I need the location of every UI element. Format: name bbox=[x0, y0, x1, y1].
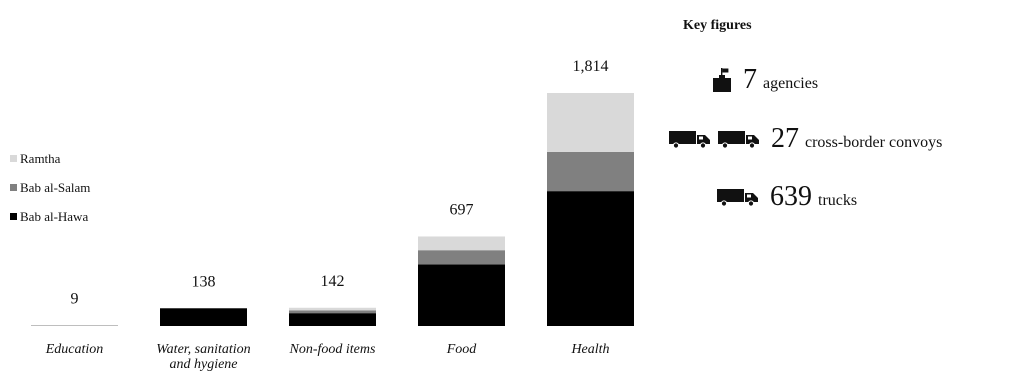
bar-bab-al-hawa-food bbox=[418, 264, 505, 326]
data-label: 138 bbox=[192, 273, 216, 290]
category-label: Food bbox=[446, 342, 478, 357]
truck-icon bbox=[718, 131, 759, 149]
bar-ramtha-health bbox=[547, 93, 634, 152]
bar-bab-al-salam-health bbox=[547, 151, 634, 192]
legend-item-bab-al-hawa: Bab al-Hawa bbox=[10, 202, 90, 231]
legend-label: Bab al-Hawa bbox=[20, 208, 89, 224]
legend-label: Bab al-Salam bbox=[20, 179, 91, 195]
legend-item-ramtha: Ramtha bbox=[10, 144, 90, 173]
key-figure-agencies: 7 agencies bbox=[711, 66, 818, 94]
data-label: 697 bbox=[450, 201, 474, 218]
legend-swatch bbox=[10, 155, 17, 162]
bar-bab-al-hawa-non-food-items bbox=[289, 313, 376, 326]
bar-bab-al-salam-food bbox=[418, 250, 505, 265]
key-figure-trucks: 639 trucks bbox=[716, 183, 857, 211]
key-figure-value: 639 bbox=[770, 181, 812, 212]
key-figures-title: Key figures bbox=[683, 18, 752, 33]
icon-group bbox=[668, 129, 761, 149]
data-label: 142 bbox=[321, 273, 345, 290]
key-figure-label: agencies bbox=[763, 75, 819, 92]
bar-bab-al-hawa-health bbox=[547, 191, 634, 326]
legend-label: Ramtha bbox=[20, 150, 61, 166]
key-figure-value: 27 bbox=[771, 123, 799, 154]
category-label: Non-food items bbox=[289, 342, 376, 357]
key-figure-label: cross-border convoys bbox=[805, 134, 943, 151]
category-label: Education bbox=[45, 342, 104, 357]
key-figure-label: trucks bbox=[818, 192, 858, 209]
legend-swatch bbox=[10, 213, 17, 220]
category-label: Water, sanitation and hygiene bbox=[156, 342, 250, 371]
bar-ramtha-food bbox=[418, 236, 505, 251]
key-figure-convoys: 27 cross-border convoys bbox=[668, 125, 942, 153]
truck-icon bbox=[717, 189, 758, 207]
stacked-bar-chart: 9 Education 138 Water, sanitation and hygien… bbox=[31, 58, 634, 371]
icon-group bbox=[716, 187, 760, 207]
legend-item-bab-al-salam: Bab al-Salam bbox=[10, 173, 90, 202]
icon-group bbox=[711, 67, 733, 93]
bar-ramtha-non-food-items bbox=[289, 307, 376, 311]
building-flag-icon bbox=[713, 68, 731, 92]
legend-swatch bbox=[10, 184, 17, 191]
key-figure-value: 7 bbox=[743, 64, 757, 95]
bar-bab-al-hawa-water-sanitation-and-hygiene bbox=[160, 308, 247, 326]
category-label: Health bbox=[570, 342, 609, 357]
truck-icon bbox=[669, 131, 710, 149]
chart-legend: Ramtha Bab al-Salam Bab al-Hawa bbox=[10, 144, 90, 231]
data-label: 9 bbox=[71, 291, 79, 308]
bar-bab-al-salam-non-food-items bbox=[289, 310, 376, 314]
data-label: 1,814 bbox=[573, 58, 609, 75]
